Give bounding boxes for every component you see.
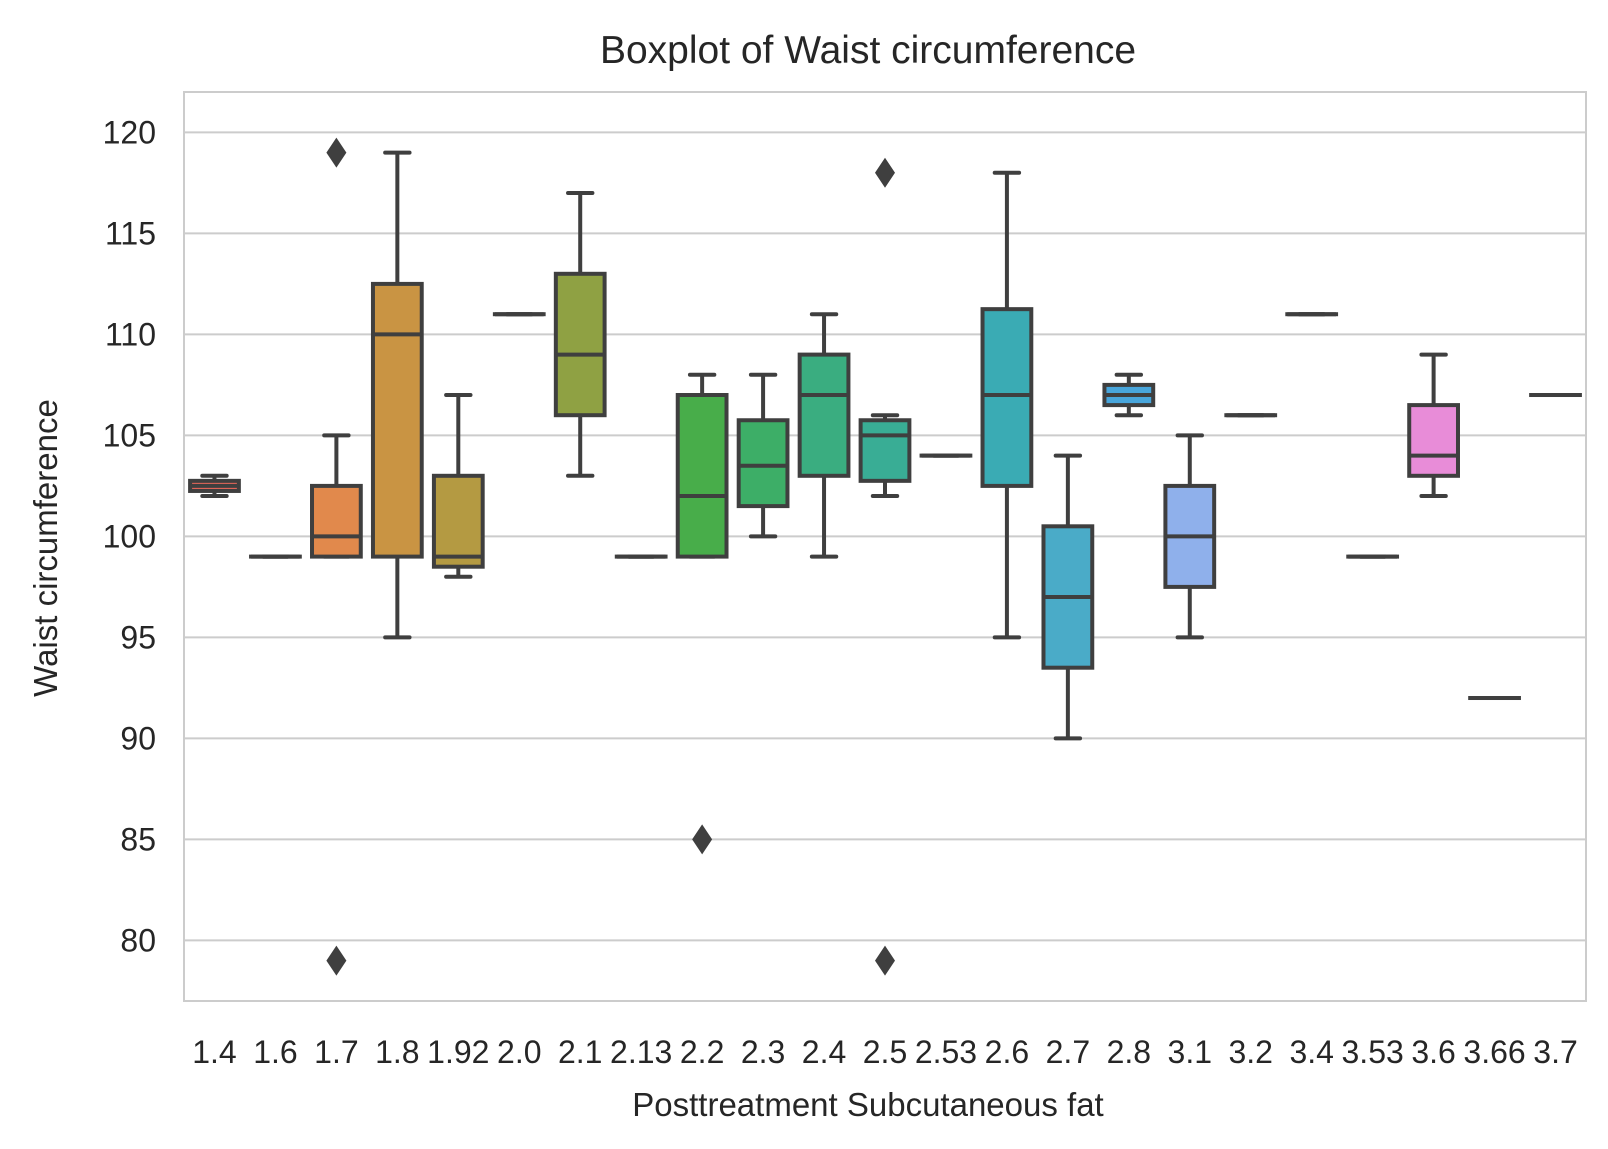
box-2.1 [553,191,607,478]
outlier-point [692,824,713,855]
y-tick-label: 100 [103,518,156,554]
x-tick-labels: 1.4 1.6 1.7 1.8 1.92 2.0 2.1 2.13 2.2 2.3 2.4 2.5 2.… [192,1034,1578,1070]
x-tick-label: 1.92 [427,1034,489,1070]
box-1.92 [431,393,485,579]
box-2.3 [736,372,790,539]
box-2.6 [980,170,1034,640]
y-tick-label: 105 [103,417,156,453]
y-tick-label: 80 [120,922,156,958]
iqr-box [431,473,485,569]
y-tick-label: 85 [120,821,156,857]
iqr-box [310,483,363,559]
box-2.7 [1041,453,1095,741]
x-tick-label: 1.7 [314,1034,358,1070]
x-tick-label: 2.53 [915,1034,977,1070]
outlier-point [875,945,895,976]
box-1.8 [370,150,424,640]
x-tick-label: 1.6 [253,1034,297,1070]
y-tick-label: 95 [120,619,156,655]
x-tick-label: 1.4 [192,1034,236,1070]
box-1.4 [188,473,241,498]
x-tick-label: 2.1 [558,1034,602,1070]
x-tick-label: 3.66 [1463,1034,1525,1070]
x-tick-label: 3.6 [1411,1034,1455,1070]
y-tick-label: 110 [105,316,156,352]
box-2.4 [797,312,851,559]
x-axis-label: Posttreatment Subcutaneous fat [632,1086,1103,1123]
x-tick-label: 3.1 [1168,1034,1212,1070]
x-tick-label: 2.5 [863,1034,907,1070]
x-tick-label: 3.2 [1228,1034,1272,1070]
box-1.7 [310,137,363,976]
iqr-box [1407,403,1460,478]
x-tick-label: 2.7 [1046,1034,1090,1070]
x-tick-label: 2.8 [1107,1034,1151,1070]
outlier-point [326,137,347,168]
x-tick-label: 3.4 [1289,1034,1333,1070]
y-tick-label: 115 [105,215,156,251]
x-tick-label: 2.4 [802,1034,846,1070]
box-3.6 [1407,352,1460,498]
iqr-box [553,271,607,418]
x-tick-label: 2.13 [610,1034,672,1070]
iqr-box [858,418,912,483]
x-tick-label: 2.3 [741,1034,785,1070]
iqr-box [736,418,790,509]
x-tick-label: 2.6 [985,1034,1029,1070]
x-tick-label: 3.53 [1342,1034,1404,1070]
plot-frame [183,91,1587,1002]
y-tick-label: 90 [120,720,156,756]
x-tick-label: 2.0 [497,1034,541,1070]
box-2.8 [1102,372,1156,418]
box-2.5 [858,157,912,976]
y-axis-label: Waist circumference [27,399,64,697]
x-tick-label: 2.2 [680,1034,724,1070]
iqr-box [797,352,851,478]
chart-title: Boxplot of Waist circumference [600,29,1136,72]
y-tick-label: 120 [103,114,156,150]
x-tick-label: 3.7 [1533,1034,1577,1070]
box-2.2 [675,372,729,855]
box-series [188,137,1582,976]
y-tick-labels: 80 85 90 95 100 105 110 115 120 [103,114,156,958]
outlier-point [875,157,895,188]
x-tick-label: 1.8 [375,1034,419,1070]
outlier-point [326,945,347,976]
iqr-box [370,281,424,559]
box-3.1 [1163,433,1217,640]
iqr-box [675,393,729,559]
iqr-box [980,307,1034,488]
